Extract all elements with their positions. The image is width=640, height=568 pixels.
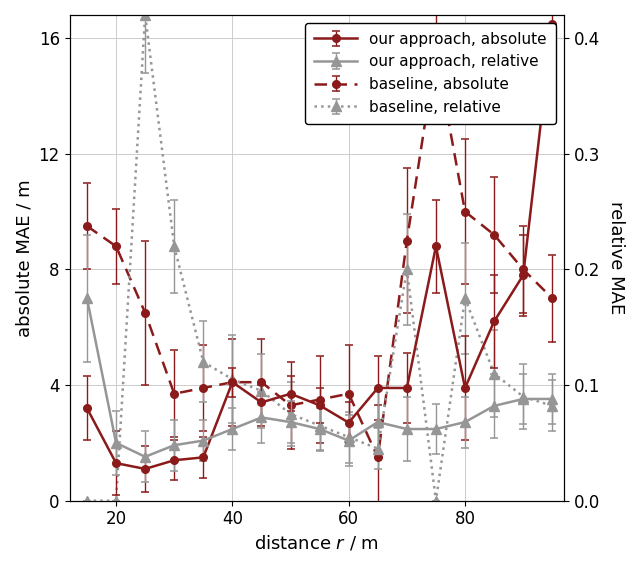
X-axis label: distance $r$ / m: distance $r$ / m <box>254 534 379 553</box>
Y-axis label: absolute MAE / m: absolute MAE / m <box>15 179 33 337</box>
Legend: our approach, absolute, our approach, relative, baseline, absolute, baseline, re: our approach, absolute, our approach, re… <box>305 23 556 124</box>
Y-axis label: relative MAE: relative MAE <box>607 201 625 315</box>
